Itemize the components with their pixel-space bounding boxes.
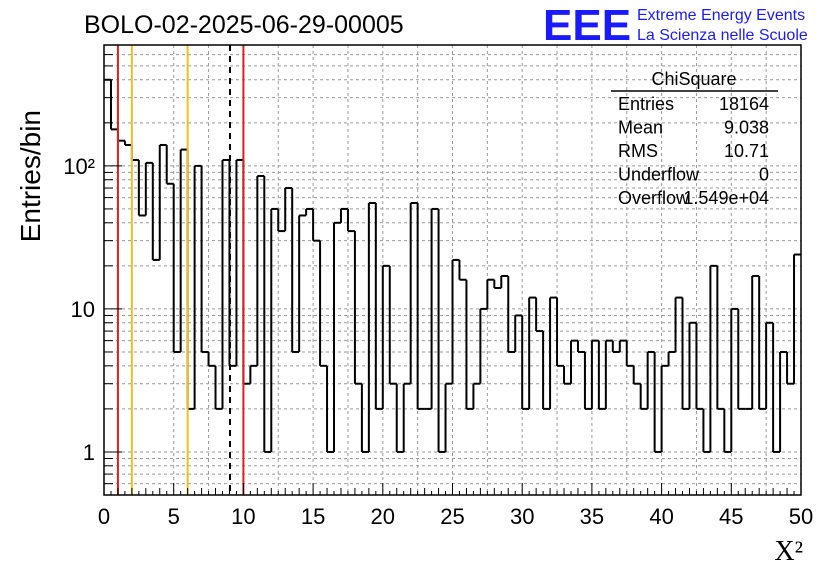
stats-row-label: Underflow: [618, 165, 700, 185]
stats-row-label: RMS: [618, 141, 658, 161]
stats-row-value: 1.549e+04: [683, 188, 769, 208]
x-tick-label: 25: [440, 504, 464, 529]
reference-lines: [116, 45, 245, 495]
x-tick-label: 45: [719, 504, 743, 529]
stats-row-label: Overflow: [618, 188, 690, 208]
y-tick-label: 1: [83, 440, 95, 465]
x-tick-label: 50: [789, 504, 813, 529]
y-tick-label: 10: [71, 297, 95, 322]
x-tick-label: 0: [98, 504, 110, 529]
x-tick-label: 20: [371, 504, 395, 529]
chart-title: BOLO-02-2025-06-29-00005: [84, 11, 404, 39]
stats-title: ChiSquare: [651, 69, 736, 89]
x-tick-label: 5: [168, 504, 180, 529]
axes: 0 5 10 15 20 25 30 35 40 45 50 1 10 10²: [63, 54, 813, 529]
stats-row-value: 0: [759, 165, 769, 185]
stats-box: ChiSquare Entries 18164 Mean 9.038 RMS 10.71 U…: [611, 69, 778, 208]
x-tick-label: 30: [510, 504, 534, 529]
x-tick-label: 15: [301, 504, 325, 529]
eee-logo: EEE Extreme Energy Events La Scienza nel…: [543, 1, 808, 50]
y-tick-label: 10²: [63, 154, 95, 179]
eee-logo-line1: Extreme Energy Events: [637, 7, 805, 24]
x-axis-label: X²: [774, 536, 803, 567]
stats-row-value: 9.038: [724, 118, 769, 138]
stats-row-label: Entries: [618, 94, 674, 114]
stats-row-value: 10.71: [724, 141, 769, 161]
y-axis-label: Entries/bin: [15, 110, 46, 242]
x-tick-label: 35: [580, 504, 604, 529]
stats-row-value: 18164: [719, 94, 769, 114]
stats-row-label: Mean: [618, 118, 663, 138]
eee-logo-line2: La Scienza nelle Scuole: [637, 27, 808, 44]
x-tick-label: 10: [231, 504, 255, 529]
eee-logo-mark: EEE: [543, 1, 631, 50]
x-tick-label: 40: [649, 504, 673, 529]
